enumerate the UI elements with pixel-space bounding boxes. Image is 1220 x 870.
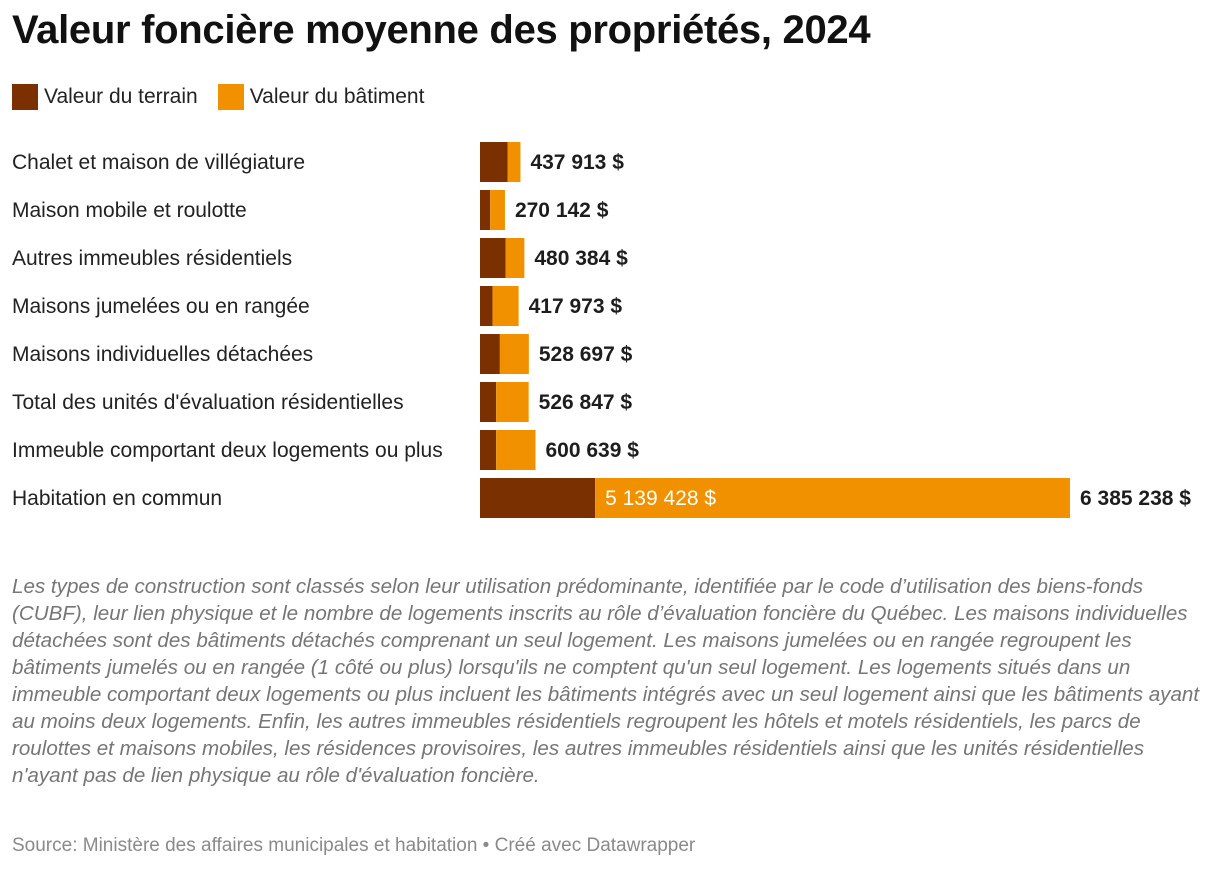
bar-total-label: 600 639 $ xyxy=(546,439,640,462)
legend: Valeur du terrain Valeur du bâtiment xyxy=(12,82,444,112)
category-label: Maisons jumelées ou en rangée xyxy=(12,295,310,318)
category-label: Maison mobile et roulotte xyxy=(12,199,247,222)
category-label: Autres immeubles résidentiels xyxy=(12,247,292,270)
legend-label-terrain: Valeur du terrain xyxy=(44,85,198,108)
legend-swatch-terrain xyxy=(12,84,38,110)
bar-total-label: 528 697 $ xyxy=(539,343,633,366)
chart-source: Source: Ministère des affaires municipal… xyxy=(12,835,696,856)
legend-item-terrain: Valeur du terrain xyxy=(12,84,198,110)
bar-chart: Chalet et maison de villégiature 437 913 … xyxy=(12,142,1191,518)
bar-segment-batiment xyxy=(496,382,529,422)
bar-segment-terrain xyxy=(480,430,497,470)
chart-title: Valeur foncière moyenne des propriétés, … xyxy=(12,8,871,52)
bar-total-label: 437 913 $ xyxy=(530,151,624,174)
bar-segment-terrain xyxy=(480,142,508,182)
category-label: Maisons individuelles détachées xyxy=(12,343,313,366)
bar-segment-batiment xyxy=(490,190,505,230)
bar-segment-terrain xyxy=(480,238,506,278)
category-label: Habitation en commun xyxy=(12,487,222,510)
chart-note: Les types de construction sont classés s… xyxy=(12,575,1200,787)
bar-inner-value-label: 5 139 428 $ xyxy=(605,487,716,510)
bar-total-label: 417 973 $ xyxy=(529,295,623,318)
legend-item-batiment: Valeur du bâtiment xyxy=(217,84,425,110)
category-label: Immeuble comportant deux logements ou pl… xyxy=(12,439,443,462)
bar-segment-batiment xyxy=(499,334,529,374)
bar-segment-terrain xyxy=(480,286,493,326)
bar-segment-batiment xyxy=(595,478,1070,518)
bar-segment-batiment xyxy=(492,286,519,326)
bar-segment-terrain xyxy=(480,334,500,374)
bar-total-label: 270 142 $ xyxy=(515,199,609,222)
bar-segment-terrain xyxy=(480,478,596,518)
category-label: Total des unités d'évaluation résidentie… xyxy=(12,391,404,414)
category-label: Chalet et maison de villégiature xyxy=(12,151,305,174)
bar-segment-batiment xyxy=(505,238,525,278)
bar-total-label: 480 384 $ xyxy=(534,247,628,270)
bar-segment-batiment xyxy=(507,142,521,182)
bar-total-label: 6 385 238 $ xyxy=(1080,487,1191,510)
legend-swatch-batiment xyxy=(217,84,244,110)
legend-label-batiment: Valeur du bâtiment xyxy=(249,85,425,108)
bar-segment-batiment xyxy=(496,430,536,470)
bar-segment-terrain xyxy=(480,190,491,230)
bar-segment-terrain xyxy=(480,382,497,422)
bar-total-label: 526 847 $ xyxy=(539,391,633,414)
